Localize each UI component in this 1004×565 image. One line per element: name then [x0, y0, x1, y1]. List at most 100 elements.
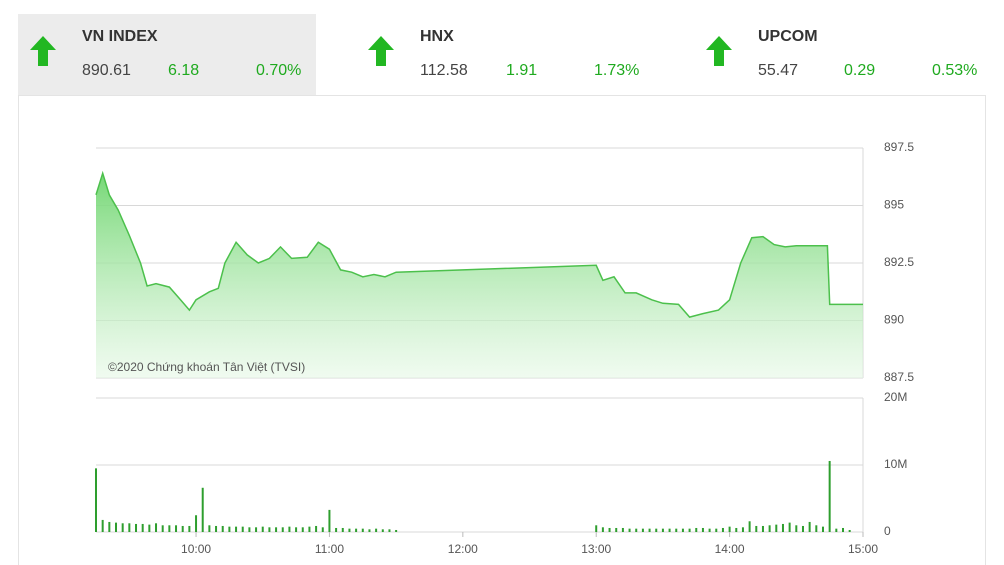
volume-bar: [735, 527, 738, 532]
volume-bar: [695, 527, 698, 532]
volume-bar: [241, 526, 244, 532]
volume-bar: [788, 522, 791, 532]
index-name: VN INDEX: [82, 28, 158, 45]
volume-bar: [95, 468, 97, 532]
volume-bar: [161, 525, 164, 532]
volume-bar: [381, 529, 384, 532]
volume-bar: [248, 527, 251, 532]
x-tick-label: 10:00: [181, 542, 211, 556]
volume-bar: [801, 525, 804, 532]
volume-bar: [255, 527, 258, 532]
volume-bar: [341, 527, 344, 532]
y-tick-label: 887.5: [884, 370, 914, 384]
y-tick-label: 892.5: [884, 255, 914, 269]
volume-bar: [115, 522, 118, 532]
chart-panel: [18, 95, 986, 565]
volume-bar: [175, 525, 178, 532]
volume-bar: [121, 523, 124, 532]
volume-bar: [388, 529, 391, 532]
x-tick-label: 11:00: [315, 542, 344, 556]
x-tick-label: 12:00: [448, 542, 478, 556]
volume-bar: [841, 527, 844, 532]
index-name: HNX: [420, 28, 454, 45]
volume-bar: [141, 523, 144, 532]
x-tick-label: 13:00: [581, 542, 611, 556]
volume-bar: [315, 525, 318, 532]
volume-bar: [328, 509, 331, 532]
volume-bar: [701, 527, 704, 532]
volume-bar: [781, 523, 784, 532]
volume-bar: [601, 527, 604, 532]
volume-bar: [808, 521, 811, 532]
volume-bar: [348, 528, 351, 532]
volume-bar: [195, 515, 198, 532]
index-value: 55.47: [758, 62, 799, 79]
index-percent: 0.53%: [932, 62, 978, 79]
volume-bar: [368, 529, 371, 532]
volume-bar: [375, 528, 378, 532]
index-change: 1.91: [506, 62, 538, 79]
index-value: 890.61: [82, 62, 131, 79]
volume-bar: [148, 524, 151, 532]
volume-bar: [301, 527, 304, 532]
volume-bar: [208, 525, 211, 532]
volume-bar: [681, 528, 684, 532]
volume-bar: [755, 525, 758, 532]
volume-bar: [641, 528, 644, 532]
index-tile: HNX 112.58 1.91 1.73%: [356, 14, 656, 95]
volume-bar: [848, 529, 851, 532]
y-tick-label: 10M: [884, 457, 907, 471]
volume-bar: [261, 526, 264, 532]
volume-bar: [668, 528, 671, 532]
volume-bar: [661, 528, 664, 532]
volume-bar: [395, 529, 398, 532]
volume-bar: [688, 528, 691, 532]
volume-bar: [128, 523, 131, 532]
volume-bar: [235, 526, 238, 532]
volume-bar: [768, 525, 771, 532]
volume-bar: [615, 527, 618, 532]
y-tick-label: 20M: [884, 390, 907, 404]
volume-bar: [728, 526, 731, 532]
y-tick-label: 897.5: [884, 140, 914, 154]
volume-bar: [595, 525, 598, 532]
y-tick-label: 890: [884, 313, 904, 327]
volume-bar: [281, 527, 284, 532]
volume-bar: [355, 528, 358, 532]
index-name: UPCOM: [758, 28, 818, 45]
volume-bar: [621, 527, 624, 532]
volume-bar: [635, 528, 638, 532]
volume-bar: [228, 526, 231, 532]
volume-bar: [675, 528, 678, 532]
volume-bar: [361, 528, 364, 532]
volume-bar: [335, 527, 338, 532]
volume-bar: [181, 525, 184, 532]
volume-bar: [608, 527, 611, 532]
x-tick-label: 14:00: [715, 542, 745, 556]
volume-bar: [795, 525, 798, 532]
volume-bar: [101, 519, 104, 532]
volume-bar: [168, 525, 171, 532]
volume-bar: [748, 521, 751, 532]
index-percent: 1.73%: [594, 62, 640, 79]
up-arrow: [368, 36, 394, 66]
volume-bar: [828, 460, 831, 532]
volume-bar: [835, 528, 838, 532]
volume-bar: [655, 528, 658, 532]
watermark: ©2020 Chứng khoán Tân Việt (TVSI): [108, 360, 305, 374]
volume-bar: [155, 523, 158, 532]
index-tile: VN INDEX 890.61 6.18 0.70%: [18, 14, 318, 95]
volume-bar: [821, 526, 824, 532]
index-value: 112.58: [420, 62, 468, 79]
price-line: [95, 170, 863, 318]
index-change: 6.18: [168, 62, 200, 79]
volume-bar: [201, 487, 204, 532]
volume-bar: [721, 527, 724, 532]
volume-bar: [648, 528, 651, 532]
volume-bar: [275, 527, 278, 532]
volume-bar: [708, 528, 711, 532]
index-tile: UPCOM 55.47 0.29 0.53%: [694, 14, 994, 95]
index-change: 0.29: [844, 62, 876, 79]
volume-bar: [108, 521, 111, 532]
